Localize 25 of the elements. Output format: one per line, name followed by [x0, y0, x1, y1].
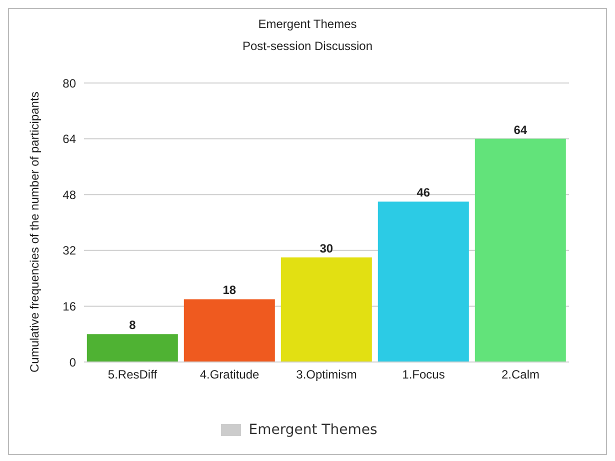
bar: [378, 202, 469, 362]
y-tick-label: 80: [62, 76, 76, 90]
bar: [474, 138, 566, 362]
y-axis-title: Cumulative frequencies of the number of participants: [27, 92, 42, 372]
y-tick-label: 32: [62, 244, 76, 258]
y-tick-label: 64: [62, 132, 76, 146]
chart-subtitle: Post-session Discussion: [241, 39, 374, 53]
y-tick-label: 48: [62, 188, 76, 202]
data-label: 8: [129, 318, 136, 332]
x-tick-label: 2.Calm: [501, 368, 540, 382]
data-label: 46: [416, 186, 430, 200]
x-tick-label: 1.Focus: [402, 368, 445, 382]
chart-title: Emergent Themes: [257, 17, 358, 31]
data-label: 18: [222, 283, 236, 298]
bar: [280, 257, 372, 362]
x-tick-label: 5.ResDiff: [108, 368, 158, 382]
text: Emergent Themes: [248, 422, 378, 438]
bar: [184, 299, 275, 362]
x-tick-label: 4.Gratitude: [200, 368, 260, 382]
data-label: 30: [320, 241, 334, 256]
y-tick-label: 0: [69, 355, 76, 370]
x-tick-label: 3.Optimism: [296, 368, 357, 382]
y-tick-label: 16: [62, 299, 76, 314]
data-label: 64: [514, 122, 528, 137]
bar: [86, 334, 178, 362]
